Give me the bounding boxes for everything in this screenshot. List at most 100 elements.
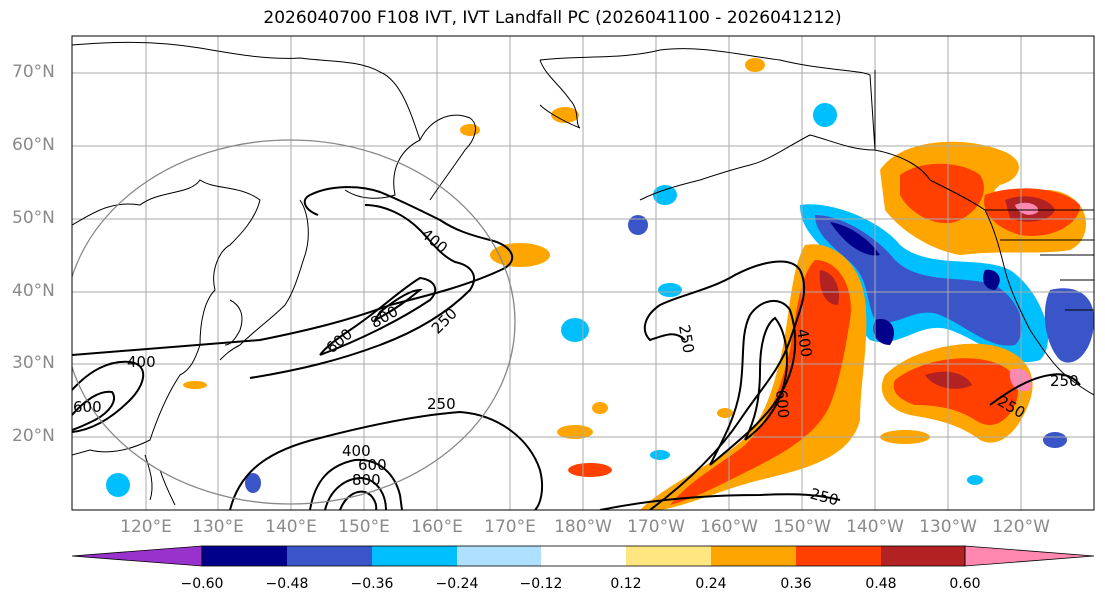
lon-label-150w: 150°W <box>773 517 831 537</box>
pc-cell <box>551 107 579 123</box>
pc-negative-cal <box>1044 288 1094 363</box>
lon-label-120w: 120°W <box>992 517 1050 537</box>
us-states <box>1000 239 1094 311</box>
contour-600-far-west <box>72 390 115 431</box>
canada-border <box>874 70 1094 211</box>
coast-asia <box>72 179 261 456</box>
contour-label: 250 <box>427 395 456 413</box>
pc-negative-band-peak2 <box>983 269 1000 290</box>
map-frame <box>71 35 1095 511</box>
pc-positive-alaska-core <box>900 163 984 224</box>
contour-label: 250 <box>1050 372 1079 390</box>
pc-cell <box>557 425 593 439</box>
colorbar-bin <box>372 546 457 566</box>
colorbar <box>71 545 1095 567</box>
colorbar-high-extend <box>964 545 1095 567</box>
coast-nw-america <box>874 149 1094 396</box>
contour-800-west <box>372 288 423 323</box>
pc-cell <box>592 402 608 414</box>
lon-label-170w: 170°W <box>627 517 685 537</box>
lon-label-140w: 140°W <box>846 517 904 537</box>
contour-label: 400 <box>342 442 371 460</box>
contour-label: 800 <box>352 471 381 489</box>
lon-label-130e: 130°E <box>192 517 244 537</box>
colorbar-tick: −0.36 <box>350 576 394 592</box>
pc-negative-band-peak <box>830 222 880 256</box>
pc-cell <box>658 283 682 297</box>
coast-alaska-west <box>539 59 581 129</box>
contour-250-central <box>643 260 806 510</box>
lon-label-150e: 150°E <box>338 517 390 537</box>
pc-cell <box>460 124 480 136</box>
lat-label-20n: 20°N <box>12 426 55 446</box>
colorbar-bin <box>881 546 965 566</box>
contour-label: 400 <box>127 353 156 371</box>
colorbar-bin <box>457 546 541 566</box>
colorbar-bin <box>287 546 372 566</box>
coastlines <box>72 41 1094 506</box>
contour-label: 600 <box>73 398 102 416</box>
coast-korea <box>224 299 243 346</box>
map-title: 2026040700 F108 IVT, IVT Landfall PC (20… <box>263 8 842 28</box>
lon-label-180w: 180°W <box>554 517 612 537</box>
pc-cell <box>568 463 612 477</box>
pc-cell <box>490 243 550 267</box>
pc-cell <box>653 185 677 205</box>
pc-cell <box>245 473 261 493</box>
lat-label-70n: 70°N <box>12 62 55 82</box>
pc-cell <box>561 318 589 342</box>
lon-label-140e: 140°E <box>265 517 317 537</box>
pc-positive-ar-peak <box>819 270 840 305</box>
pc-cell <box>1043 432 1067 448</box>
contour-250-east <box>599 493 841 510</box>
contour-600-central <box>744 316 788 441</box>
lat-label-40n: 40°N <box>12 281 55 301</box>
pc-cell <box>717 408 733 418</box>
contour-400-central <box>709 300 797 466</box>
pc-cell <box>745 58 765 72</box>
colorbar-tick: 0.36 <box>780 576 812 592</box>
pc-cell <box>628 215 648 235</box>
colorbar-tick: 0.24 <box>695 576 727 592</box>
coast-kamchatka <box>419 114 476 201</box>
coast-asia-north <box>72 41 421 199</box>
lon-label-130w: 130°W <box>919 517 977 537</box>
pc-shading <box>106 58 1094 510</box>
pc-negative-band-peak3 <box>873 319 895 345</box>
map-content <box>72 36 1094 510</box>
colorbar-tick: 0.12 <box>610 576 642 592</box>
pc-cell <box>106 473 130 497</box>
ivt-contours <box>72 186 1081 510</box>
colorbar-tick: −0.24 <box>435 576 479 592</box>
pc-cell <box>650 450 670 460</box>
contour-800-south <box>339 490 378 510</box>
contour-600-west <box>319 276 437 356</box>
contour-600-south <box>324 476 387 510</box>
pc-cell <box>967 475 983 485</box>
colorbar-bin <box>626 546 711 566</box>
contour-250-west <box>72 186 514 356</box>
lon-label-170e: 170°E <box>484 517 536 537</box>
lat-label-30n: 30°N <box>12 353 55 373</box>
colorbar-bin <box>202 546 287 566</box>
colorbar-frame <box>201 545 966 567</box>
lon-label-160w: 160°W <box>700 517 758 537</box>
pc-cell <box>813 103 837 127</box>
colorbar-tick: 0.60 <box>949 576 981 592</box>
lat-label-60n: 60°N <box>12 135 55 155</box>
coast-philippines <box>144 454 176 506</box>
contour-400-west <box>249 204 475 379</box>
colorbar-low-extend <box>71 545 203 567</box>
contour-label: 600 <box>772 388 793 420</box>
colorbar-bin <box>711 546 796 566</box>
colorbar-bin <box>541 546 626 566</box>
contour-400-far-west <box>72 360 145 433</box>
lon-label-160e: 160°E <box>411 517 463 537</box>
lat-label-50n: 50°N <box>12 208 55 228</box>
colorbar-bin <box>796 546 881 566</box>
colorbar-tick: −0.60 <box>180 576 224 592</box>
domain-circle <box>72 139 516 505</box>
contour-250-far-east <box>989 373 1081 406</box>
colorbar-tick: −0.48 <box>265 576 309 592</box>
